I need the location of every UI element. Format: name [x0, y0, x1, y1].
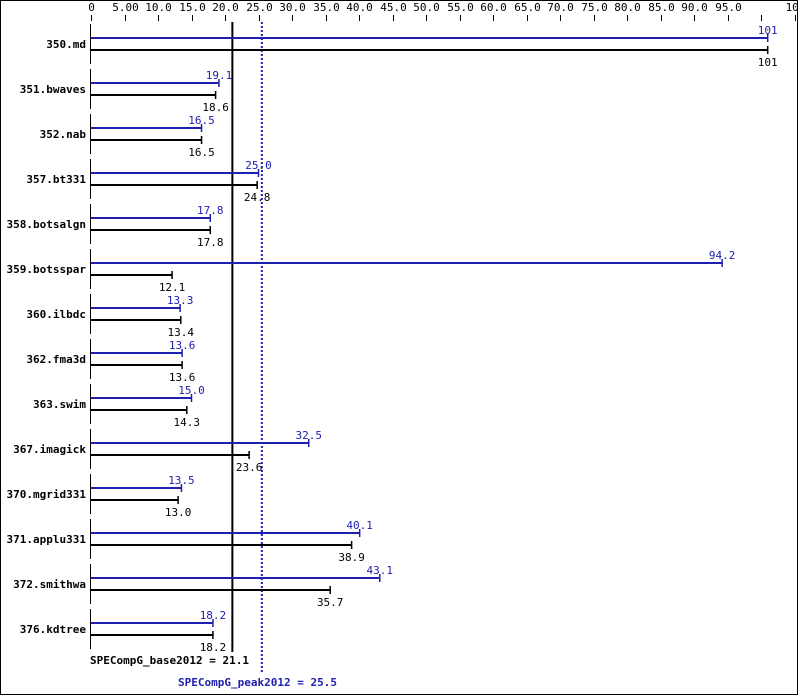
benchmark-label: 352.nab	[40, 128, 87, 141]
base-value-label: 38.9	[338, 551, 365, 564]
axis-tick-label: 30.0	[279, 1, 306, 14]
peak-value-label: 19.1	[206, 69, 233, 82]
peak-value-label: 17.8	[197, 204, 224, 217]
peak-reference-label: SPECompG_peak2012 = 25.5	[178, 676, 337, 689]
axis-tick-label: 85.0	[648, 1, 675, 14]
axis-tick-label: 10.0	[145, 1, 172, 14]
benchmark-label: 350.md	[46, 38, 86, 51]
peak-value-label: 16.5	[188, 114, 215, 127]
base-value-label: 101	[758, 56, 778, 69]
base-value-label: 16.5	[188, 146, 215, 159]
axis-tick-label: 50.0	[413, 1, 440, 14]
peak-value-label: 18.2	[200, 609, 227, 622]
benchmark-label: 370.mgrid331	[7, 488, 87, 501]
base-value-label: 17.8	[197, 236, 224, 249]
base-value-label: 14.3	[174, 416, 201, 429]
axis-tick-label: 45.0	[380, 1, 407, 14]
axis-tick-label: 105	[786, 1, 799, 14]
benchmark-label: 376.kdtree	[20, 623, 87, 636]
base-value-label: 13.6	[169, 371, 196, 384]
axis-tick-label: 80.0	[614, 1, 641, 14]
benchmark-label: 371.applu331	[7, 533, 87, 546]
peak-value-label: 32.5	[296, 429, 323, 442]
benchmark-label: 359.botsspar	[7, 263, 87, 276]
base-value-label: 24.8	[244, 191, 271, 204]
benchmark-label: 360.ilbdc	[26, 308, 86, 321]
base-value-label: 35.7	[317, 596, 344, 609]
benchmark-label: 372.smithwa	[13, 578, 86, 591]
peak-value-label: 15.0	[178, 384, 205, 397]
axis-tick-label: 65.0	[514, 1, 541, 14]
peak-value-label: 101	[758, 24, 778, 37]
axis-tick-label: 75.0	[581, 1, 608, 14]
benchmark-label: 367.imagick	[13, 443, 86, 456]
axis-tick-label: 55.0	[447, 1, 474, 14]
peak-value-label: 25.0	[245, 159, 272, 172]
peak-value-label: 94.2	[709, 249, 736, 262]
axis-tick-label: 25.0	[246, 1, 273, 14]
peak-value-label: 13.3	[167, 294, 194, 307]
axis-tick-label: 35.0	[313, 1, 340, 14]
base-value-label: 13.0	[165, 506, 192, 519]
base-value-label: 12.1	[159, 281, 186, 294]
benchmark-label: 351.bwaves	[20, 83, 86, 96]
benchmark-label: 358.botsalgn	[7, 218, 86, 231]
benchmark-label: 363.swim	[33, 398, 86, 411]
axis-tick-label: 15.0	[179, 1, 206, 14]
peak-value-label: 40.1	[346, 519, 373, 532]
axis-tick-label: 5.00	[112, 1, 139, 14]
base-value-label: 23.6	[236, 461, 263, 474]
axis-tick-label: 40.0	[346, 1, 373, 14]
axis-tick-label: 20.0	[212, 1, 239, 14]
axis-tick-label: 60.0	[480, 1, 507, 14]
base-value-label: 18.6	[202, 101, 229, 114]
peak-value-label: 43.1	[367, 564, 394, 577]
axis-tick-label: 90.0	[681, 1, 708, 14]
peak-value-label: 13.5	[168, 474, 195, 487]
axis-tick-label: 0	[88, 1, 95, 14]
axis-tick-label: 70.0	[547, 1, 574, 14]
axis-tick-label: 95.0	[715, 1, 742, 14]
benchmark-label: 362.fma3d	[26, 353, 86, 366]
base-value-label: 13.4	[168, 326, 195, 339]
base-reference-label: SPECompG_base2012 = 21.1	[90, 654, 249, 667]
benchmark-label: 357.bt331	[26, 173, 86, 186]
base-value-label: 18.2	[200, 641, 227, 654]
peak-value-label: 13.6	[169, 339, 196, 352]
